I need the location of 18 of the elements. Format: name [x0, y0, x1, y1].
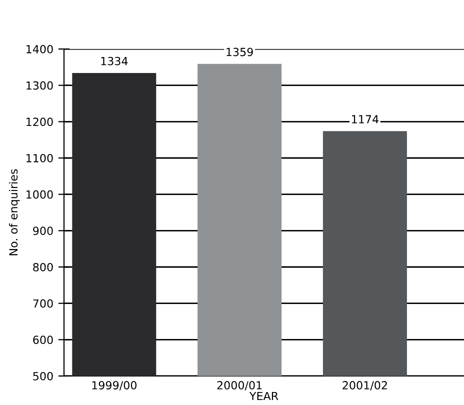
x-tick-label: 2001/02 — [342, 381, 387, 390]
y-tick-label: 1100 — [26, 154, 53, 162]
y-tick-label: 1400 — [26, 44, 53, 54]
y-axis-title: No. of enquiries — [8, 169, 20, 256]
x-tick-label: 1999/00 — [92, 381, 136, 390]
y-tick-label: 900 — [33, 226, 53, 236]
x-axis-title: YEAR — [249, 392, 278, 400]
data-label: 1359 — [226, 48, 253, 56]
data-label: 1174 — [352, 115, 378, 124]
x-tick-label: 2000/01 — [217, 381, 262, 390]
y-tick-label: 600 — [33, 336, 53, 344]
y-tick-label: 700 — [33, 299, 53, 308]
y-tick-label: 1200 — [26, 118, 53, 126]
y-tick-label: 500 — [33, 372, 53, 380]
y-tick-label: 1300 — [26, 81, 53, 90]
data-label: 1334 — [101, 56, 128, 66]
y-tick-label: 800 — [33, 262, 53, 272]
y-tick-label: 1000 — [26, 190, 53, 199]
